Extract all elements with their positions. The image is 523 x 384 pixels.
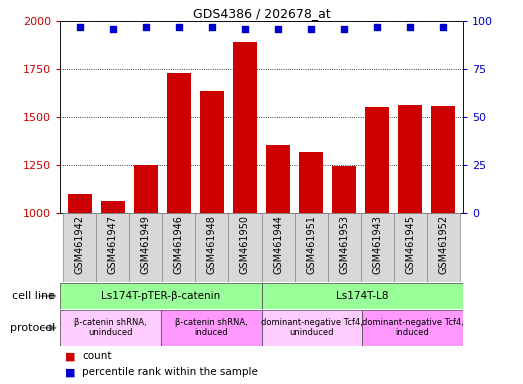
Point — [241, 26, 249, 32]
Point — [76, 24, 84, 30]
Bar — [60, 310, 161, 346]
Bar — [362, 310, 463, 346]
Bar — [266, 145, 290, 384]
Bar — [262, 310, 362, 346]
Bar — [327, 213, 360, 282]
Bar — [60, 283, 262, 309]
Text: β-catenin shRNA,
induced: β-catenin shRNA, induced — [175, 318, 247, 338]
Text: GSM461948: GSM461948 — [207, 215, 217, 274]
Point — [274, 26, 282, 32]
Bar — [399, 104, 422, 384]
Text: GSM461949: GSM461949 — [141, 215, 151, 274]
Bar — [130, 213, 163, 282]
Bar — [393, 213, 427, 282]
Point — [109, 26, 117, 32]
Point — [175, 24, 183, 30]
Bar — [366, 107, 389, 384]
Text: GSM461944: GSM461944 — [273, 215, 283, 274]
Bar — [233, 42, 257, 384]
Bar — [262, 283, 463, 309]
Point — [373, 24, 381, 30]
Point — [406, 24, 414, 30]
Text: GSM461952: GSM461952 — [438, 215, 448, 274]
Bar — [333, 166, 356, 384]
Text: protocol: protocol — [9, 323, 55, 333]
Bar — [431, 106, 454, 384]
Text: GSM461943: GSM461943 — [372, 215, 382, 274]
Text: β-catenin shRNA,
uninduced: β-catenin shRNA, uninduced — [74, 318, 147, 338]
Point — [439, 24, 447, 30]
Text: percentile rank within the sample: percentile rank within the sample — [82, 367, 258, 377]
Bar — [294, 213, 327, 282]
Point — [142, 24, 150, 30]
Text: GSM461953: GSM461953 — [339, 215, 349, 274]
Bar — [229, 213, 262, 282]
Text: GSM461945: GSM461945 — [405, 215, 415, 274]
Text: ■: ■ — [65, 367, 76, 377]
Bar — [200, 91, 223, 384]
Point — [307, 26, 315, 32]
Point — [208, 24, 216, 30]
Bar — [360, 213, 393, 282]
Text: GSM461942: GSM461942 — [75, 215, 85, 274]
Text: ■: ■ — [65, 351, 76, 361]
Text: GSM461947: GSM461947 — [108, 215, 118, 274]
Bar — [300, 152, 323, 384]
Bar — [96, 213, 130, 282]
Bar — [134, 165, 157, 384]
Bar — [101, 200, 124, 384]
Bar — [63, 213, 96, 282]
Bar — [262, 213, 294, 282]
Text: GSM461951: GSM461951 — [306, 215, 316, 274]
Text: cell line: cell line — [12, 291, 55, 301]
Bar — [161, 310, 262, 346]
Text: dominant-negative Tcf4,
uninduced: dominant-negative Tcf4, uninduced — [261, 318, 363, 338]
Title: GDS4386 / 202678_at: GDS4386 / 202678_at — [192, 7, 331, 20]
Bar — [163, 213, 196, 282]
Text: GSM461946: GSM461946 — [174, 215, 184, 274]
Point — [340, 26, 348, 32]
Text: Ls174T-L8: Ls174T-L8 — [336, 291, 389, 301]
Bar — [167, 73, 190, 384]
Bar — [427, 213, 460, 282]
Bar — [196, 213, 229, 282]
Text: GSM461950: GSM461950 — [240, 215, 250, 274]
Text: dominant-negative Tcf4,
induced: dominant-negative Tcf4, induced — [361, 318, 463, 338]
Bar — [69, 194, 92, 384]
Text: Ls174T-pTER-β-catenin: Ls174T-pTER-β-catenin — [101, 291, 221, 301]
Text: count: count — [82, 351, 111, 361]
